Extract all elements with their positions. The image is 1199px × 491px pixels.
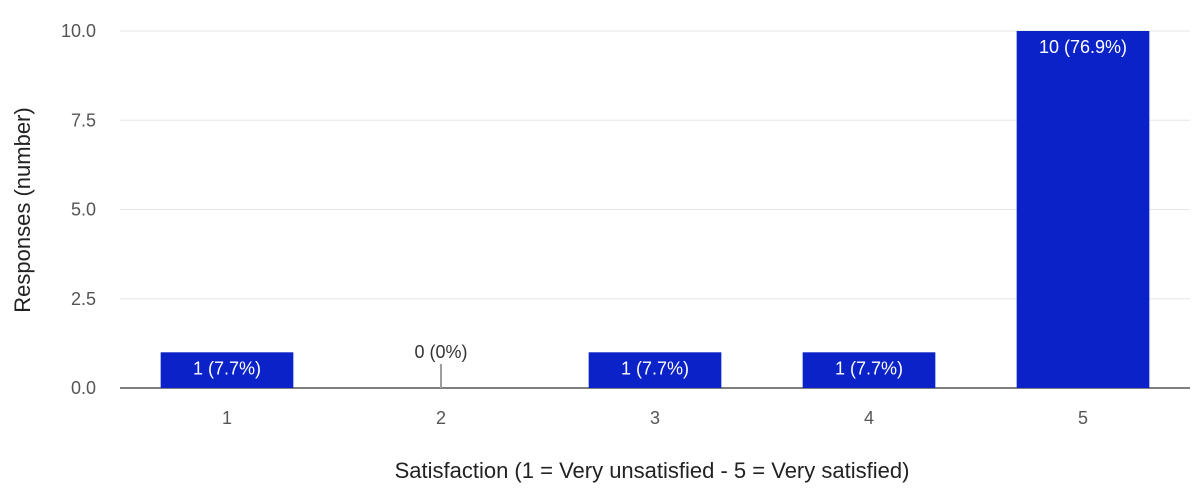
x-tick-labels: 1 2 3 4 5 <box>222 408 1088 428</box>
bar <box>1016 31 1150 388</box>
x-tick-label: 5 <box>1078 408 1088 428</box>
data-labels: 1 (7.7%) 0 (0%) 1 (7.7%) 1 (7.7%) 10 (76.9%) <box>193 37 1127 378</box>
x-tick-label: 2 <box>436 408 446 428</box>
y-tick-label: 0.0 <box>71 378 96 398</box>
y-tick-label: 10.0 <box>61 21 96 41</box>
x-tick-label: 4 <box>864 408 874 428</box>
data-label: 10 (76.9%) <box>1039 37 1127 57</box>
bar <box>802 352 936 388</box>
x-axis-title: Satisfaction (1 = Very unsatisfied - 5 =… <box>395 458 910 483</box>
bar <box>588 352 722 388</box>
y-tick-label: 2.5 <box>71 289 96 309</box>
x-tick-label: 1 <box>222 408 232 428</box>
y-tick-labels: 0.0 2.5 5.0 7.5 10.0 <box>61 21 96 398</box>
y-axis-title: Responses (number) <box>10 107 35 312</box>
x-tick-label: 3 <box>650 408 660 428</box>
data-label: 1 (7.7%) <box>193 358 261 378</box>
bars <box>160 31 1150 388</box>
bar <box>160 352 294 388</box>
y-tick-label: 5.0 <box>71 200 96 220</box>
data-label: 0 (0%) <box>414 342 467 362</box>
y-tick-label: 7.5 <box>71 110 96 130</box>
data-label: 1 (7.7%) <box>621 358 689 378</box>
data-label: 1 (7.7%) <box>835 358 903 378</box>
